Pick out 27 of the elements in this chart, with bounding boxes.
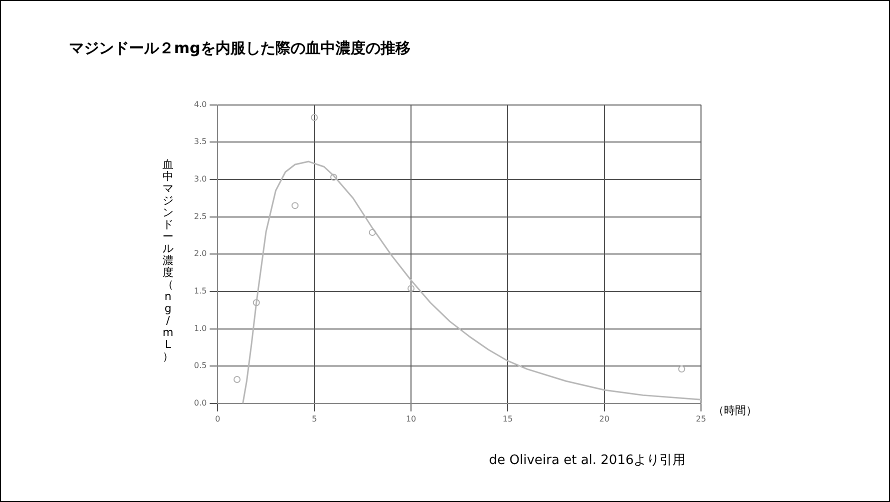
- x-tick-label: 0: [215, 414, 220, 424]
- y-tick-label: 1.0: [194, 324, 207, 333]
- x-tick-label: 20: [599, 414, 610, 424]
- point: [252, 299, 260, 306]
- x-tick-label: 5: [312, 414, 317, 424]
- point: [408, 284, 415, 292]
- point: [292, 202, 299, 210]
- y-tick-label: 3.0: [194, 174, 207, 184]
- point: [330, 174, 338, 181]
- point: [310, 114, 318, 121]
- x-axis-title: （時間）: [713, 403, 757, 418]
- y-tick-label: 4.0: [194, 100, 207, 109]
- text: 血中マジンドール濃度（ng/mL）: [162, 158, 174, 363]
- y-tick-label: 0.5: [194, 361, 207, 370]
- point: [368, 228, 376, 236]
- y-tick-label: 1.5: [194, 286, 207, 296]
- x-tick-label: 25: [696, 414, 706, 424]
- point: [678, 366, 686, 373]
- y-tick-label: 0.0: [194, 398, 207, 408]
- x-tick-label: 10: [406, 414, 416, 424]
- y-tick-label: 2.5: [194, 212, 207, 221]
- y-tick-label: 3.5: [194, 137, 207, 146]
- chart-title: マジンドール２mgを内服した際の血中濃度の推移: [69, 39, 410, 58]
- y-tick-label: 2.0: [194, 249, 207, 258]
- x-tick-label: 15: [502, 414, 513, 424]
- point: [234, 376, 241, 384]
- text: de Oliveira et al. 2016より引用: [489, 452, 686, 469]
